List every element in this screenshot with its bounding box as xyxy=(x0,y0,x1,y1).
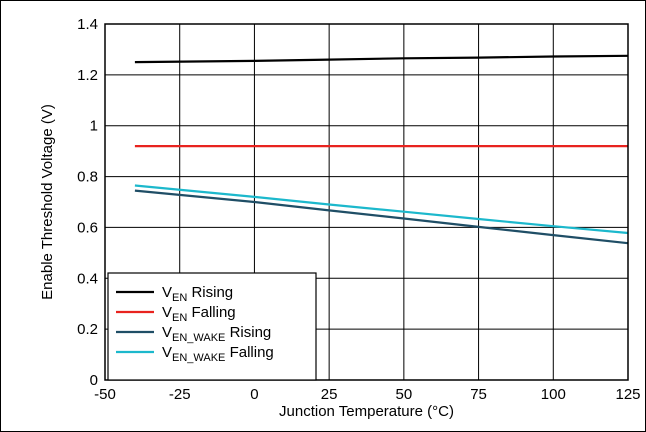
legend-entry: VEN Falling xyxy=(162,304,236,324)
x-tick-label: 125 xyxy=(615,386,640,403)
x-tick-label: 50 xyxy=(396,386,413,403)
legend-entry: VEN Rising xyxy=(162,284,233,304)
y-axis-label: Enable Threshold Voltage (V) xyxy=(39,104,56,300)
series-lines xyxy=(134,54,629,245)
series-line-3 xyxy=(134,184,629,235)
y-tick-label: 0 xyxy=(90,372,98,389)
x-tick-label: 100 xyxy=(541,386,566,403)
series-line-0 xyxy=(134,54,629,64)
y-tick-label: 1.4 xyxy=(77,16,98,33)
tick-labels: -50 -25 0 25 50 75 100 125 0 0.2 0.4 0.6 0.8 1 1.2 1.4 xyxy=(77,16,640,403)
x-tick-label: 75 xyxy=(470,386,487,403)
x-tick-label: -25 xyxy=(169,386,191,403)
x-tick-label: 25 xyxy=(321,386,338,403)
legend-entry: VEN_WAKE Falling xyxy=(162,344,274,364)
y-tick-label: 1.2 xyxy=(77,67,98,84)
y-tick-label: 1 xyxy=(90,118,98,135)
plot-border xyxy=(104,23,629,381)
y-tick-label: 0.4 xyxy=(77,270,98,287)
legend-box xyxy=(107,272,317,381)
series-line-2 xyxy=(134,189,629,245)
y-tick-label: 0.8 xyxy=(77,169,98,186)
x-tick-label: -50 xyxy=(94,386,116,403)
x-axis-label: Junction Temperature (°C) xyxy=(279,403,454,420)
x-tick-label: 0 xyxy=(250,386,258,403)
y-tick-label: 0.2 xyxy=(77,321,98,338)
legend-entry: VEN_WAKE Rising xyxy=(162,324,271,344)
y-tick-label: 0.6 xyxy=(77,219,98,236)
